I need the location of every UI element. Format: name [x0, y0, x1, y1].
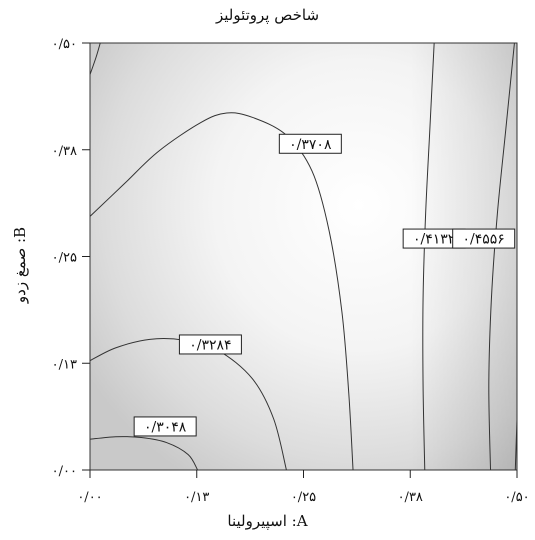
contour-label: ۰/۳۲۸۴	[178, 334, 242, 355]
contour-label-text: ۰/۳۲۸۴	[189, 337, 231, 353]
contour-line	[89, 42, 101, 75]
y-axis-label-wrap: B: صمغ زدو	[2, 180, 38, 350]
y-tick-label: ۰/۳۸	[52, 144, 77, 159]
chart-title: شاخص پروتئولیز	[215, 6, 320, 24]
contour-label-text: ۰/۴۱۳۲	[413, 232, 455, 248]
contour-line	[89, 112, 354, 471]
x-tick-label: ۰/۰۰	[77, 490, 102, 505]
contour-labels: ۰/۳۰۴۸ ۰/۳۲۸۴ ۰/۳۷۰۸ ۰/۴۱۳۲ ۰/۴۵۵۶	[133, 133, 516, 437]
contour-label-box	[133, 416, 197, 437]
contour-line	[89, 436, 199, 471]
x-tick-label: ۰/۱۳	[184, 490, 209, 505]
contour-label-text: ۰/۴۵۵۶	[463, 232, 505, 248]
contour-label: ۰/۳۷۰۸	[278, 133, 342, 154]
contour-label: ۰/۴۵۵۶	[452, 228, 516, 249]
x-axis-label: A: اسپیرولینا	[227, 512, 308, 530]
plot-shading	[90, 43, 517, 470]
y-tick-label: ۰/۲۵	[52, 251, 77, 266]
contour-label-box	[452, 228, 516, 249]
contour-line	[514, 418, 518, 471]
contour-label-box	[278, 133, 342, 154]
x-tick-label: ۰/۲۵	[291, 490, 316, 505]
contour-label-text: ۰/۳۷۰۸	[289, 137, 332, 153]
contour-label: ۰/۳۰۴۸	[133, 416, 197, 437]
contour-label-box	[178, 334, 242, 355]
contour-label: ۰/۴۱۳۲	[402, 228, 466, 249]
y-tick-label: ۰/۰۰	[52, 464, 77, 479]
y-axis-label: B: صمغ زدو	[11, 226, 29, 304]
contour-line	[422, 42, 435, 471]
contour-lines	[89, 42, 518, 471]
y-axis: ۰/۰۰ ۰/۱۳ ۰/۲۵ ۰/۳۸ ۰/۵۰	[52, 37, 90, 479]
y-tick-label: ۰/۱۳	[52, 357, 77, 372]
contour-line	[488, 42, 515, 471]
contour-label-text: ۰/۳۰۴۸	[144, 419, 187, 435]
x-tick-label: ۰/۳۸	[398, 490, 423, 505]
x-tick-label: ۰/۵۰	[504, 490, 529, 505]
y-tick-label: ۰/۵۰	[52, 37, 77, 52]
x-axis: ۰/۰۰ ۰/۱۳ ۰/۲۵ ۰/۳۸ ۰/۵۰	[77, 470, 530, 505]
